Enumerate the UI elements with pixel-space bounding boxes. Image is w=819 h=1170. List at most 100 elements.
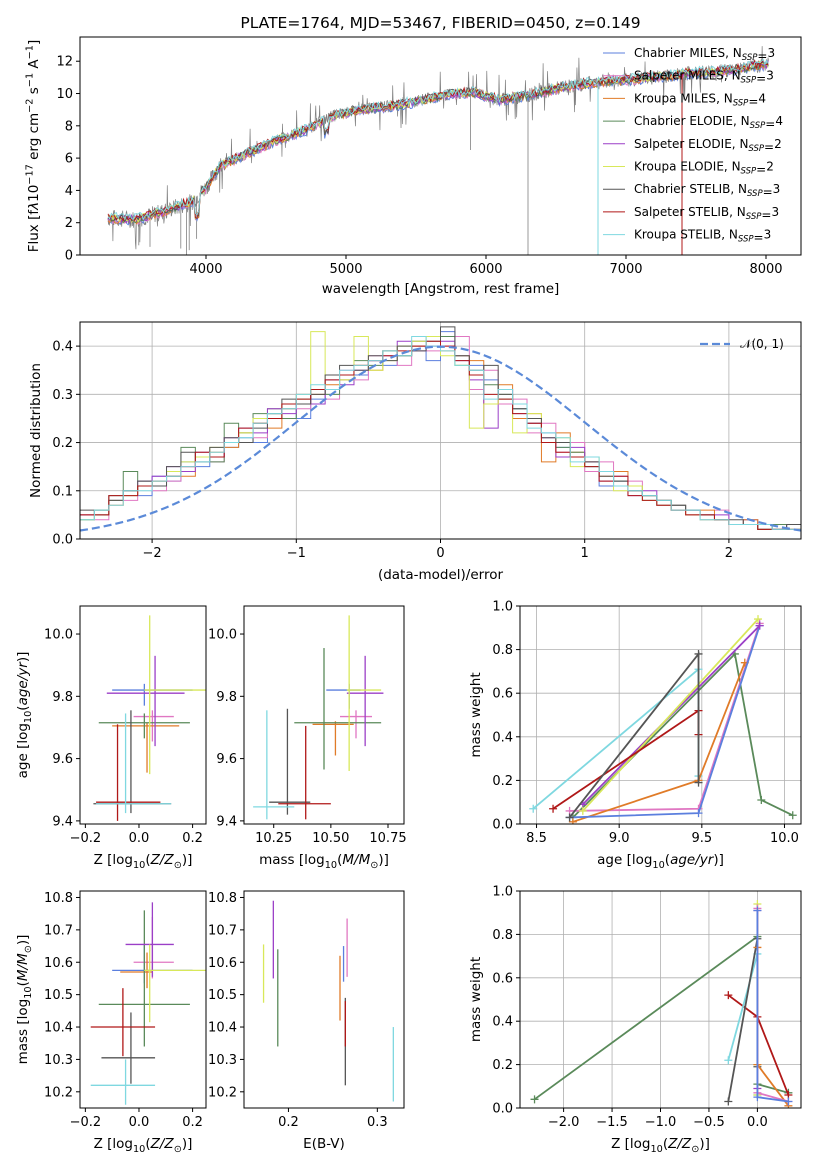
x-tick-label: 0 (436, 546, 444, 561)
x-tick-label: 4000 (189, 262, 222, 277)
y-tick-label: 0.1 (52, 484, 73, 499)
x-tick-label: 10.25 (255, 831, 292, 846)
y-tick-label: 0.8 (492, 643, 513, 658)
hist-kroupa-stelib (80, 335, 801, 530)
x-axis-label: E(B-V) (303, 1136, 345, 1152)
weight-line-chabrier-miles (756, 910, 789, 1103)
marker-plus (724, 1056, 733, 1065)
y-tick-label: 10.2 (208, 1085, 237, 1100)
x-tick-label: −2.0 (548, 1115, 580, 1130)
x-axis-label: (data-model)/error (378, 567, 504, 583)
weight_vs_Z-frame (519, 890, 802, 1109)
marker-plus (565, 813, 574, 822)
legend-label: Salpeter ELODIE, NSSP=2 (634, 137, 782, 154)
marker-plus (530, 1095, 539, 1104)
y-tick-label: 10.6 (44, 956, 73, 971)
weight-lines (530, 900, 793, 1108)
y-tick-label: 0.2 (492, 774, 513, 789)
marker-plus (724, 991, 733, 1000)
x-tick-label: 9.5 (691, 831, 712, 846)
y-tick-label: 0.6 (492, 971, 513, 986)
weight-line-chabrier-stelib (568, 651, 700, 819)
y-tick-label: 10.3 (44, 1053, 73, 1068)
legend-label: Kroupa STELIB, NSSP=3 (634, 228, 771, 245)
residuals-frame (79, 321, 802, 540)
x-tick-label: 7000 (609, 262, 642, 277)
y-tick-label: 10.0 (208, 628, 237, 643)
x-tick-label: −1.0 (645, 1115, 677, 1130)
y-tick-label: 10.2 (44, 1085, 73, 1100)
y-tick-label: 0.2 (52, 436, 73, 451)
x-tick-label: 6000 (469, 262, 502, 277)
mass_vs_Z-axes: −0.2 0.0 0.2 10.2 10.3 10.4 10.5 10.6 10.7 10.8 Z … (15, 890, 207, 1155)
x-tick-label: 0.3 (367, 1115, 388, 1130)
age_vs_Z-frame (79, 605, 207, 825)
marker-plus (755, 621, 764, 630)
y-tick-label: 0.4 (52, 340, 73, 355)
y-tick-label: 10.6 (208, 956, 237, 971)
y-tick-label: 10.8 (208, 891, 237, 906)
legend-label: Chabrier STELIB, NSSP=3 (634, 182, 780, 199)
marker-plus (578, 806, 587, 815)
y-tick-label: 9.4 (216, 814, 237, 829)
y-tick-label: 10.0 (44, 628, 73, 643)
y-tick-label: 10.4 (44, 1021, 73, 1036)
marker-plus (549, 804, 558, 813)
x-axis-label: Z [log10(Z/Z⊙)] (94, 1136, 193, 1155)
y-tick-label: 9.8 (216, 690, 237, 705)
chart-title: PLATE=1764, MJD=53467, FIBERID=0450, z=0… (240, 14, 640, 32)
y-axis-label: Flux [fλ10−17 erg cm−2 s−1 A−1] (24, 40, 42, 253)
x-tick-label: 10.75 (369, 831, 406, 846)
marker-plus (694, 809, 703, 818)
y-tick-label: 9.6 (216, 752, 237, 767)
legend-label: Chabrier ELODIE, NSSP=4 (634, 114, 783, 131)
y-tick-label: 1.0 (492, 600, 513, 615)
y-tick-label: 4 (65, 184, 73, 199)
errorbars (262, 900, 394, 1102)
y-tick-label: 10.4 (208, 1021, 237, 1036)
y-tick-label: 10.7 (208, 923, 237, 938)
x-tick-label: −1.5 (596, 1115, 628, 1130)
weight-line-kroupa-miles (572, 662, 746, 823)
x-axis-label: mass [log10(M/M⊙)] (259, 852, 389, 871)
weight-line-kroupa-elodie (582, 618, 759, 812)
age_vs_mass-axes: 10.25 10.50 10.75 9.4 9.6 9.8 10.0 mass [log10(… (208, 605, 407, 871)
marker-plus (784, 1097, 793, 1106)
x-tick-label: 0.2 (182, 1115, 203, 1130)
y-tick-label: 0.0 (52, 533, 73, 548)
legend: Chabrier MILES, NSSP=3 Salpeter MILES, NS… (603, 46, 783, 245)
spectrum-axes: 4000 5000 6000 7000 8000 0 2 4 6 8 10 12 PLATE=1764,… (24, 14, 802, 297)
y-tick-label: 0.8 (492, 928, 513, 943)
x-axis-label: Z [log10(Z/Z⊙)] (94, 852, 193, 871)
y-tick-label: 10.5 (208, 988, 237, 1003)
x-tick-label: −0.2 (70, 1115, 102, 1130)
y-tick-label: 0.4 (492, 1015, 513, 1030)
legend-label: Kroupa MILES, NSSP=4 (634, 91, 766, 108)
y-axis-label: age [log10(age/yr)] (15, 652, 34, 779)
x-tick-label: 8000 (749, 262, 782, 277)
x-axis-label: Z [log10(Z/Z⊙)] (611, 1136, 710, 1155)
mass_vs_Z-frame (79, 890, 207, 1109)
x-tick-label: 0.2 (278, 1115, 299, 1130)
x-tick-label: 10.0 (770, 831, 799, 846)
y-tick-label: 10.8 (44, 891, 73, 906)
weight-line-salpeter-stelib (727, 994, 790, 1096)
y-tick-label: 0.2 (492, 1058, 513, 1073)
y-tick-label: 10.7 (44, 923, 73, 938)
marker-plus (724, 1097, 733, 1106)
x-tick-label: 0.2 (182, 831, 203, 846)
weight-line-salpeter-miles (569, 623, 761, 812)
legend-label: Salpeter MILES, NSSP=3 (634, 69, 774, 86)
weight-line-salpeter-stelib (552, 708, 700, 810)
weight_vs_age-axes: 8.5 9.0 9.5 10.0 0.0 0.2 0.4 0.6 0.8 1.0 age [log1… (468, 600, 802, 871)
y-tick-label: 10.3 (208, 1053, 237, 1068)
y-tick-label: 0.0 (492, 818, 513, 833)
age_vs_Z-axes: −0.2 0.0 0.2 9.4 9.6 9.8 10.0 Z [log10(Z/Z⊙)] ag… (15, 605, 207, 871)
y-tick-label: 1.0 (492, 885, 513, 900)
marker-plus (694, 649, 703, 658)
x-tick-label: 2 (725, 546, 733, 561)
weight_vs_age-frame (519, 605, 802, 825)
y-tick-label: 0.3 (52, 388, 73, 403)
age_vs_mass-frame (243, 605, 405, 825)
y-axis-label: mass weight (468, 957, 484, 1042)
